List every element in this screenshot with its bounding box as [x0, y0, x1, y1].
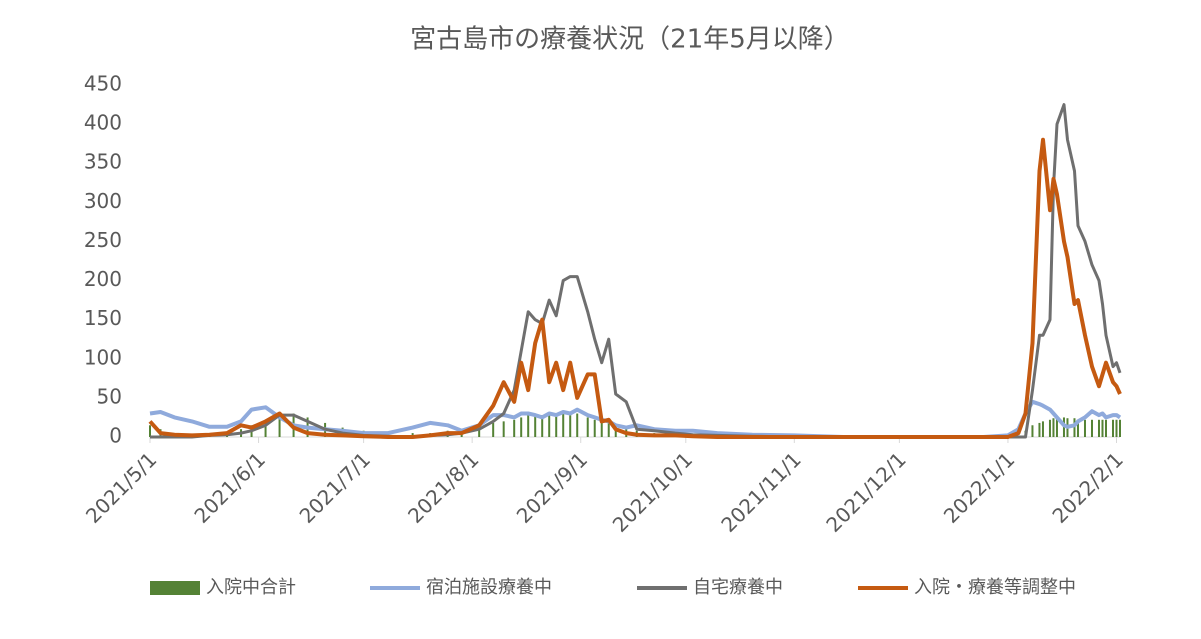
bar — [555, 416, 558, 437]
x-tick-label: 2021/8/1 — [403, 447, 483, 527]
bar — [1104, 419, 1107, 437]
bar — [502, 421, 505, 437]
bar — [541, 415, 544, 437]
bar — [562, 413, 565, 437]
bar — [586, 417, 589, 437]
y-tick-label: 250 — [84, 228, 122, 252]
legend-label: 自宅療養中 — [693, 577, 783, 598]
legend-label: 入院・療養等調整中 — [914, 577, 1076, 598]
bar — [1090, 419, 1093, 437]
y-tick-label: 450 — [84, 72, 122, 96]
y-tick-label: 200 — [84, 267, 122, 291]
bar — [1052, 418, 1055, 437]
bar — [520, 417, 523, 437]
x-tick-label: 2021/12/1 — [821, 447, 910, 536]
bar — [569, 415, 572, 437]
line — [149, 399, 1122, 439]
x-tick-label: 2021/9/1 — [512, 447, 592, 527]
bar — [1083, 419, 1086, 437]
bar — [534, 415, 537, 437]
bar — [593, 419, 596, 437]
bar — [492, 422, 495, 437]
y-tick-label: 100 — [84, 345, 122, 369]
y-tick-label: 400 — [84, 111, 122, 135]
chart-title: 宮古島市の療養状況（21年5月以降） — [410, 25, 850, 55]
y-tick-label: 300 — [84, 189, 122, 213]
bar — [264, 419, 267, 437]
x-tick-label: 2021/6/1 — [189, 447, 269, 527]
x-tick-label: 2021/11/1 — [716, 447, 805, 536]
y-tick-label: 150 — [84, 306, 122, 330]
bar — [607, 422, 610, 437]
bar — [1048, 419, 1051, 437]
x-tick-label: 2022/1/1 — [939, 447, 1019, 527]
legend-label: 入院中合計 — [206, 577, 296, 598]
bar — [548, 415, 551, 437]
bar — [1097, 419, 1100, 437]
bar — [1076, 419, 1079, 437]
bar — [278, 415, 281, 437]
bar — [1119, 419, 1121, 437]
bar — [1031, 425, 1034, 437]
bar — [576, 413, 579, 437]
bar — [1055, 417, 1058, 437]
bar — [478, 427, 481, 437]
bar — [1038, 422, 1041, 437]
legend-swatch — [150, 581, 200, 595]
legend-label: 宿泊施設療養中 — [426, 577, 552, 598]
bar — [1115, 419, 1118, 437]
x-tick-label: 2021/10/1 — [608, 447, 697, 536]
bar — [1101, 419, 1104, 437]
bar — [1041, 421, 1044, 437]
bar — [600, 421, 603, 437]
y-tick-label: 50 — [97, 384, 122, 408]
bar — [527, 415, 530, 437]
x-tick-label: 2021/7/1 — [295, 447, 375, 527]
bar — [1111, 419, 1114, 437]
bar — [149, 425, 151, 437]
x-tick-label: 2022/2/1 — [1047, 447, 1127, 527]
y-tick-label: 0 — [109, 424, 122, 448]
line — [150, 103, 1122, 439]
bar — [1073, 418, 1076, 437]
x-tick-label: 2021/5/1 — [81, 447, 161, 527]
bar — [513, 419, 516, 437]
y-tick-label: 350 — [84, 150, 122, 174]
line — [148, 137, 1122, 439]
